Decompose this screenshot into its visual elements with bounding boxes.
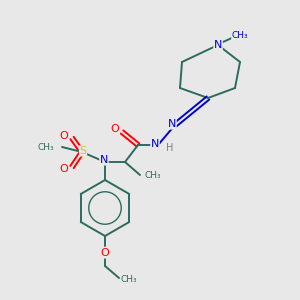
Text: N: N (151, 139, 159, 149)
Text: CH₃: CH₃ (145, 172, 161, 181)
Text: CH₃: CH₃ (232, 31, 248, 40)
Text: H: H (166, 143, 174, 153)
Text: O: O (60, 131, 68, 141)
Text: O: O (111, 124, 119, 134)
Text: CH₃: CH₃ (38, 142, 54, 152)
Text: O: O (100, 248, 109, 258)
Text: S: S (80, 146, 87, 156)
Text: N: N (100, 155, 108, 165)
Text: N: N (214, 40, 222, 50)
Text: O: O (60, 164, 68, 174)
Text: CH₃: CH₃ (121, 274, 137, 284)
Text: N: N (168, 119, 176, 129)
